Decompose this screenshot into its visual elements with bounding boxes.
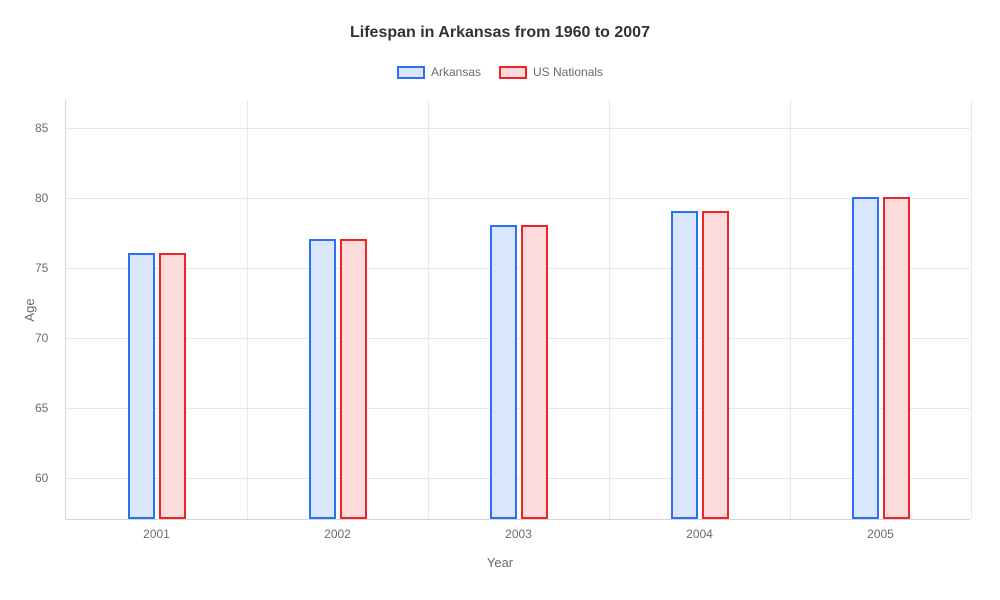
x-tick: 2003 bbox=[505, 527, 532, 541]
legend-label-1: US Nationals bbox=[533, 65, 603, 79]
x-axis-label: Year bbox=[0, 555, 1000, 570]
y-tick: 70 bbox=[35, 331, 992, 345]
lifespan-chart: Lifespan in Arkansas from 1960 to 2007 A… bbox=[0, 0, 1000, 600]
legend-label-0: Arkansas bbox=[431, 65, 481, 79]
plot-area: 20012002200320042005 bbox=[65, 100, 970, 520]
y-tick: 85 bbox=[35, 121, 992, 135]
y-tick: 75 bbox=[35, 261, 992, 275]
x-tick: 2001 bbox=[143, 527, 170, 541]
x-tick: 2002 bbox=[324, 527, 351, 541]
y-tick: 65 bbox=[35, 401, 992, 415]
grid-area: 20012002200320042005 bbox=[65, 100, 970, 520]
vgrid bbox=[790, 100, 791, 519]
legend-item-0: Arkansas bbox=[397, 65, 481, 79]
y-tick: 60 bbox=[35, 471, 992, 485]
vgrid bbox=[247, 100, 248, 519]
y-axis-label: Age bbox=[22, 298, 37, 321]
vgrid bbox=[609, 100, 610, 519]
y-tick: 80 bbox=[35, 191, 992, 205]
chart-legend: Arkansas US Nationals bbox=[0, 65, 1000, 79]
legend-item-1: US Nationals bbox=[499, 65, 603, 79]
chart-title: Lifespan in Arkansas from 1960 to 2007 bbox=[0, 24, 1000, 42]
legend-swatch-0 bbox=[397, 66, 425, 79]
legend-swatch-1 bbox=[499, 66, 527, 79]
x-tick: 2005 bbox=[867, 527, 894, 541]
vgrid bbox=[971, 100, 972, 519]
vgrid bbox=[428, 100, 429, 519]
x-tick: 2004 bbox=[686, 527, 713, 541]
